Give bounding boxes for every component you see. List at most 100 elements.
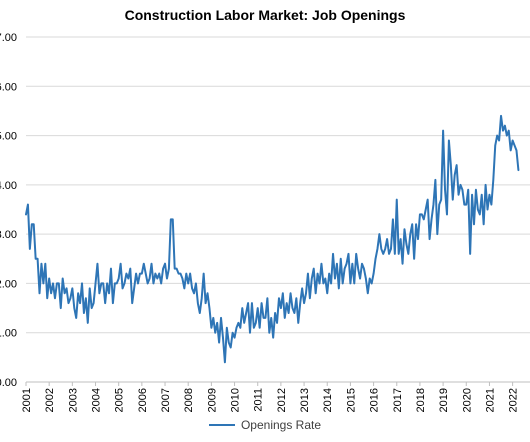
- data-point: [515, 149, 518, 151]
- chart-title: Construction Labor Market: Job Openings: [124, 7, 406, 23]
- data-point: [390, 248, 392, 250]
- data-point: [506, 134, 508, 137]
- data-point: [309, 297, 311, 299]
- data-point: [351, 263, 353, 265]
- x-tick-label: 2013: [299, 388, 311, 412]
- data-point: [185, 272, 187, 275]
- data-point: [172, 218, 174, 220]
- data-point: [484, 184, 487, 186]
- data-point: [204, 302, 207, 304]
- x-axis-tick-labels: 2001 2002 2003 2004 2005 2006 2007 2008 2009 2010…: [21, 388, 520, 412]
- data-point: [392, 218, 394, 220]
- data-point: [145, 272, 147, 275]
- data-point: [251, 302, 253, 304]
- data-point: [486, 208, 489, 211]
- data-point: [344, 268, 346, 270]
- data-point: [164, 263, 166, 265]
- data-point: [102, 282, 104, 285]
- data-point: [139, 272, 141, 275]
- data-point: [471, 194, 473, 196]
- data-point: [214, 332, 216, 334]
- data-point: [260, 302, 263, 304]
- data-point: [293, 312, 296, 314]
- x-tick-label: 2001: [21, 388, 33, 412]
- data-point: [288, 312, 290, 314]
- data-point: [27, 203, 29, 206]
- legend-label-openings-rate: Openings Rate: [240, 418, 322, 432]
- data-point: [125, 272, 128, 275]
- data-point: [413, 258, 415, 260]
- data-point: [394, 253, 396, 255]
- data-point: [496, 134, 498, 137]
- data-point: [247, 302, 249, 304]
- data-point: [116, 282, 118, 285]
- data-point: [216, 322, 218, 324]
- data-point: [83, 312, 85, 314]
- data-point: [201, 297, 203, 299]
- data-point: [332, 253, 334, 255]
- data-point: [106, 282, 108, 285]
- data-point: [176, 268, 178, 270]
- data-point: [114, 282, 116, 285]
- data-point: [284, 317, 286, 319]
- x-tick-label: 2006: [137, 388, 149, 412]
- y-axis-tick-labels: 0.00 1.00 2.00 3.00 4.00 5.00 6.00 7.00: [0, 32, 17, 389]
- data-point: [353, 282, 355, 285]
- grid-lines: [25, 36, 530, 386]
- data-point: [510, 149, 512, 151]
- data-point: [517, 169, 520, 171]
- y-tick-label: 6.00: [0, 81, 17, 93]
- data-point: [320, 263, 323, 265]
- data-point: [289, 292, 292, 294]
- data-point: [305, 292, 307, 294]
- data-point: [40, 263, 43, 265]
- data-point: [233, 337, 236, 339]
- data-point: [243, 322, 245, 324]
- data-point: [307, 272, 309, 275]
- data-point: [388, 253, 390, 255]
- data-point: [191, 287, 193, 289]
- chart-legend: Openings Rate: [0, 418, 530, 432]
- data-point: [87, 322, 89, 324]
- data-point: [79, 302, 81, 304]
- data-point: [299, 302, 301, 304]
- data-point: [361, 263, 363, 265]
- data-point: [48, 277, 50, 280]
- data-point: [253, 327, 255, 329]
- data-point: [423, 218, 425, 220]
- data-point: [150, 263, 153, 265]
- data-point: [324, 277, 326, 280]
- data-point: [504, 125, 506, 127]
- data-point: [60, 307, 62, 309]
- data-point: [92, 302, 95, 304]
- data-point: [512, 139, 514, 142]
- x-tick-label: 2007: [160, 388, 172, 412]
- data-point: [492, 179, 494, 181]
- data-point: [224, 361, 226, 363]
- data-point: [104, 302, 106, 304]
- data-point: [401, 263, 404, 265]
- x-tick-label: 2019: [438, 388, 450, 412]
- data-point: [315, 292, 317, 294]
- data-point: [36, 258, 39, 260]
- data-point: [454, 174, 456, 176]
- data-point: [500, 115, 502, 117]
- data-point: [264, 317, 267, 319]
- data-point: [58, 282, 60, 285]
- y-tick-label: 2.00: [0, 278, 17, 290]
- data-point: [340, 258, 342, 260]
- data-point: [197, 302, 199, 304]
- data-point: [513, 144, 516, 147]
- data-point: [38, 292, 41, 294]
- data-point: [328, 272, 330, 275]
- data-point: [120, 263, 122, 265]
- data-point: [249, 332, 251, 334]
- data-point: [403, 228, 406, 230]
- data-point: [430, 218, 433, 220]
- data-point: [195, 282, 197, 285]
- x-tick-label: 2021: [484, 388, 496, 412]
- data-point: [181, 277, 184, 280]
- data-point: [448, 139, 450, 142]
- data-point: [286, 302, 288, 304]
- data-point: [81, 282, 83, 285]
